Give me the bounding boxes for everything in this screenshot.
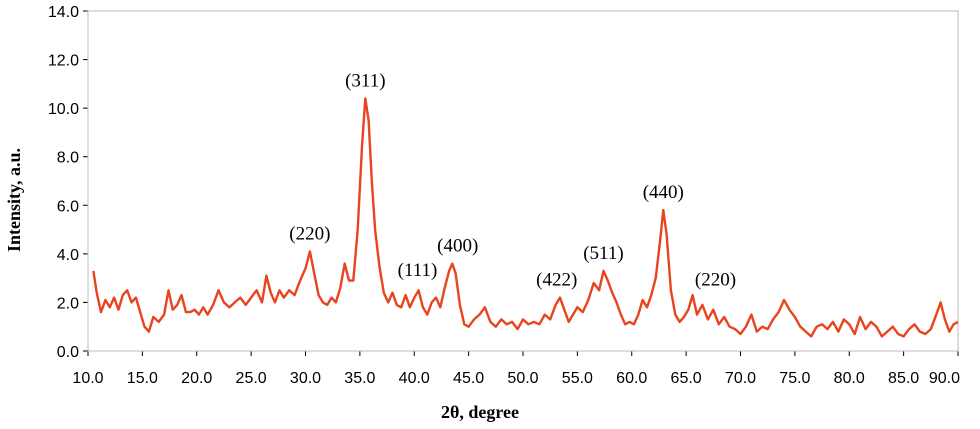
x-tick-label: 25.0 xyxy=(236,370,267,387)
x-tick-label: 40.0 xyxy=(399,370,430,387)
x-tick-label: 55.0 xyxy=(562,370,593,387)
x-tick-label: 75.0 xyxy=(779,370,810,387)
peak-label: (422) xyxy=(536,270,577,291)
peak-label: (400) xyxy=(437,236,478,257)
x-tick-label: 10.0 xyxy=(72,370,103,387)
x-tick-label: 35.0 xyxy=(344,370,375,387)
y-axis-title: Intensity, a.u. xyxy=(4,148,24,252)
y-tick-label: 8.0 xyxy=(57,150,79,167)
x-axis-title: 2θ, degree xyxy=(441,402,519,422)
peak-label: (220) xyxy=(289,223,330,244)
x-tick-label: 80.0 xyxy=(834,370,865,387)
peak-label: (311) xyxy=(345,70,385,91)
x-tick-label: 90.0 xyxy=(929,370,960,387)
y-tick-label: 12.0 xyxy=(48,53,79,70)
x-tick-label: 85.0 xyxy=(888,370,919,387)
y-axis-ticks: 0.0 2.0 4.0 6.0 8.0 10.0 12.0 14.0 xyxy=(48,4,88,361)
x-tick-label: 70.0 xyxy=(725,370,756,387)
x-tick-label: 20.0 xyxy=(181,370,212,387)
y-tick-label: 4.0 xyxy=(57,247,79,264)
peak-label: (111) xyxy=(398,260,438,281)
x-tick-label: 15.0 xyxy=(127,370,158,387)
y-tick-label: 2.0 xyxy=(57,295,79,312)
y-tick-label: 14.0 xyxy=(48,4,79,21)
y-tick-label: 6.0 xyxy=(57,198,79,215)
x-axis-ticks: 10.0 15.0 20.0 25.0 30.0 35.0 40.0 45.0 50.0 55.0… xyxy=(72,351,960,387)
series-line xyxy=(92,97,959,338)
peak-annotations: (220) (311) (111) (400) (422) (511) (440) (220) xyxy=(289,70,736,290)
x-tick-label: 30.0 xyxy=(290,370,321,387)
x-tick-label: 45.0 xyxy=(453,370,484,387)
y-tick-label: 10.0 xyxy=(48,101,79,118)
peak-label: (440) xyxy=(643,182,684,203)
x-tick-label: 60.0 xyxy=(616,370,647,387)
peak-label: (511) xyxy=(583,243,623,264)
x-tick-label: 65.0 xyxy=(671,370,702,387)
y-tick-label: 0.0 xyxy=(57,344,79,361)
plot-frame xyxy=(87,10,959,352)
peak-label: (220) xyxy=(695,270,736,291)
x-tick-label: 50.0 xyxy=(507,370,538,387)
